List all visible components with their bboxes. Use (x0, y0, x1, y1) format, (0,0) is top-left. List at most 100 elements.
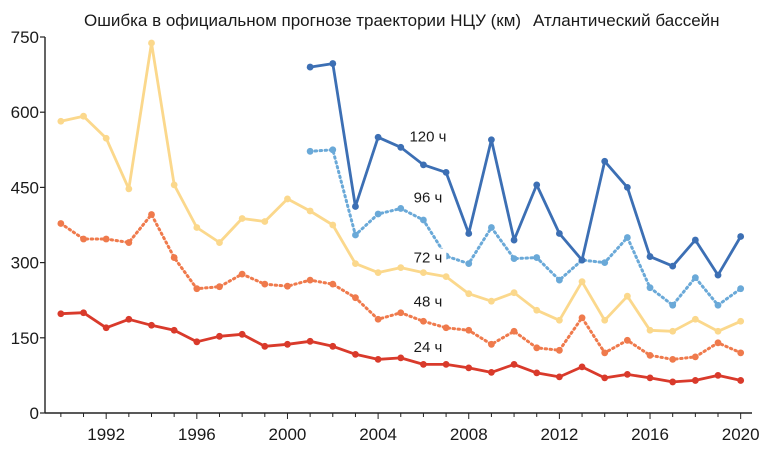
data-point (714, 339, 722, 347)
data-point (374, 355, 382, 363)
series-line (308, 62, 743, 277)
series-layer (57, 39, 745, 386)
data-point (555, 276, 563, 284)
data-point (352, 260, 359, 268)
series-48-ч (57, 211, 745, 363)
data-point (261, 218, 269, 225)
data-point (329, 342, 337, 350)
data-point (623, 184, 631, 191)
data-point (669, 355, 677, 363)
series-120-ч (306, 60, 745, 279)
data-point (238, 270, 246, 278)
data-point (193, 285, 201, 293)
data-point (510, 255, 518, 262)
data-point (352, 231, 359, 239)
data-point (488, 368, 495, 376)
series-24-ч (57, 309, 745, 386)
data-point (578, 256, 586, 264)
data-point (646, 374, 654, 382)
axes: 0 150 300 450 600 750 1992 1996 2000 2004 2008 2012… (11, 28, 760, 444)
data-point (148, 39, 155, 47)
y-tick-label: 150 (11, 329, 39, 348)
data-point (397, 264, 405, 272)
data-point (306, 337, 314, 345)
data-point (623, 292, 631, 300)
series-label: 72 ч (414, 250, 443, 267)
y-tick-label: 0 (30, 404, 39, 423)
data-point (691, 274, 699, 282)
data-point (555, 373, 563, 381)
data-point (420, 269, 427, 277)
y-tick-label: 300 (11, 254, 39, 273)
data-point (397, 309, 405, 317)
data-point (170, 254, 178, 261)
data-point (352, 203, 359, 210)
data-point (669, 262, 677, 270)
data-point (510, 327, 518, 335)
x-tick-label: 2004 (359, 425, 397, 444)
data-point (238, 330, 246, 338)
data-point (555, 316, 563, 324)
data-point (465, 326, 473, 334)
data-point (601, 316, 609, 324)
series-label-bg (409, 248, 447, 268)
data-point (669, 327, 677, 335)
data-point (80, 235, 87, 243)
data-point (691, 377, 699, 384)
data-point (306, 63, 314, 71)
data-point (510, 236, 518, 244)
data-point (623, 336, 631, 344)
data-point (737, 285, 745, 293)
data-point (646, 326, 654, 334)
data-point (691, 315, 699, 323)
data-point (57, 220, 65, 227)
data-point (488, 297, 495, 305)
data-point (148, 321, 155, 329)
data-point (125, 315, 133, 323)
data-point (306, 276, 314, 284)
data-point (329, 280, 337, 288)
data-point (488, 224, 495, 231)
series-label-bg (409, 188, 447, 208)
data-point (601, 157, 609, 165)
data-point (80, 309, 87, 317)
data-point (623, 370, 631, 378)
data-point (533, 344, 541, 352)
data-point (465, 230, 473, 237)
data-point (284, 340, 291, 348)
data-point (170, 181, 178, 189)
data-point (261, 280, 269, 288)
data-point (488, 340, 495, 348)
chart-title: Ошибка в официальном прогнозе траектории… (84, 11, 521, 30)
data-point (510, 360, 518, 368)
data-point (306, 147, 314, 155)
data-point (442, 168, 450, 176)
data-point (669, 301, 677, 309)
data-point (488, 136, 495, 144)
data-point (374, 210, 382, 218)
data-point (691, 353, 699, 361)
series-label: 24 ч (414, 339, 443, 356)
data-point (193, 338, 201, 346)
data-point (533, 369, 541, 377)
data-point (397, 143, 405, 151)
series-line (308, 148, 743, 307)
series-line (59, 41, 743, 333)
y-tick-label: 600 (11, 103, 39, 122)
data-point (420, 360, 427, 368)
data-point (646, 284, 654, 292)
data-point (397, 354, 405, 362)
data-point (601, 259, 609, 266)
x-tick-label: 1992 (87, 425, 125, 444)
data-point (102, 324, 110, 332)
series-label-bg (409, 337, 447, 357)
data-point (420, 317, 427, 325)
series-label: 48 ч (414, 294, 443, 311)
data-point (533, 181, 541, 189)
data-point (737, 317, 745, 325)
data-point (465, 260, 473, 268)
x-tick-label: 2016 (631, 425, 669, 444)
data-point (510, 289, 518, 297)
series-label-bg (409, 292, 447, 312)
